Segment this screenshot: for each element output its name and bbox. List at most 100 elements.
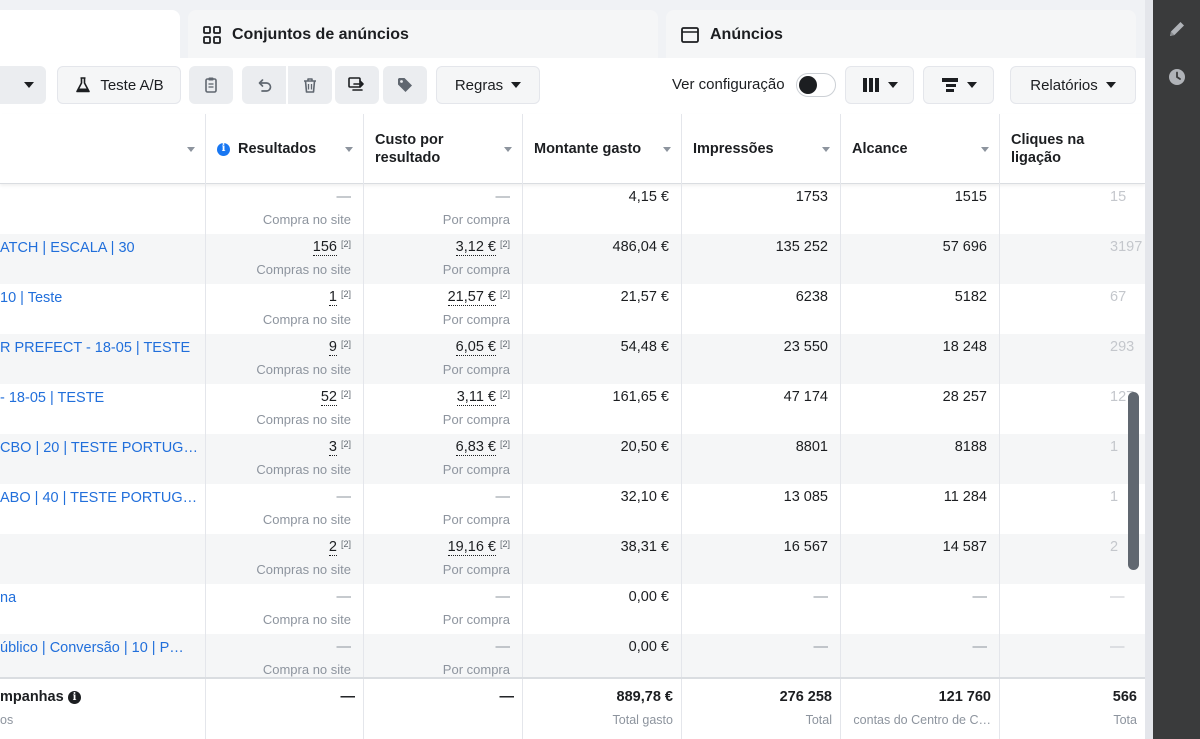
info-icon[interactable]: i (68, 691, 81, 704)
table-row[interactable]: 2 [2] Compras no site 19,16 € [2] Por compra 3… (0, 534, 1145, 584)
row-cpr-value[interactable]: 3,12 € [2] (455, 239, 510, 256)
row-name-cell (0, 184, 206, 234)
row-results-value[interactable]: 9 [2] (328, 339, 351, 356)
row-reach-value: 57 696 (942, 239, 987, 255)
row-results-value[interactable]: 52 [2] (320, 389, 351, 406)
row-name-link[interactable]: CBO | 20 | TESTE PORTUG… (0, 440, 198, 456)
row-reach-value: 8188 (954, 439, 987, 455)
row-cpr-sub: Por compra (442, 462, 510, 477)
breakdown-dropdown-button[interactable] (923, 66, 994, 104)
row-results-value[interactable]: 3 [2] (328, 439, 351, 456)
row-cpr-value: — (495, 489, 511, 505)
toolbar: Teste A/B (0, 58, 1145, 114)
column-header-amount-spent[interactable]: Montante gasto (523, 114, 682, 184)
row-reach-value: 1515 (954, 189, 987, 205)
table-row[interactable]: úblico | Conversão | 10 | P… — Compra no s… (0, 634, 1145, 684)
row-impressions-value: 6238 (795, 289, 828, 305)
row-clicks-cell: — (1000, 634, 1145, 684)
row-cpr-cell: 19,16 € [2] Por compra (364, 534, 523, 584)
row-spent-cell: 0,00 € (523, 634, 682, 684)
table-row[interactable]: ATCH | ESCALA | 30 156 [2] Compras no site 3… (0, 234, 1145, 284)
table-row[interactable]: - 18-05 | TESTE 52 [2] Compras no site 3,11 … (0, 384, 1145, 434)
table-row[interactable]: 10 | Teste 1 [2] Compra no site 21,57 € [2] Po… (0, 284, 1145, 334)
rules-dropdown-button[interactable]: Regras (436, 66, 540, 104)
info-icon[interactable]: i (217, 142, 230, 156)
row-results-sub: Compra no site (262, 612, 351, 627)
duplicate-icon (348, 77, 364, 91)
row-reach-value: — (972, 639, 988, 655)
row-results-value[interactable]: 2 [2] (328, 539, 351, 556)
column-header-reach[interactable]: Alcance (841, 114, 1000, 184)
row-name-link[interactable]: na (0, 590, 17, 606)
clock-icon[interactable] (1166, 66, 1188, 88)
clipboard-button[interactable] (189, 66, 233, 104)
column-header-cost-per-result[interactable]: Custo por resultado (364, 114, 523, 184)
sort-icon (187, 147, 195, 152)
trash-icon (304, 78, 316, 93)
table-row[interactable]: CBO | 20 | TESTE PORTUG… 3 [2] Compras no s… (0, 434, 1145, 484)
tab-campaigns[interactable] (0, 10, 180, 60)
tag-button[interactable] (383, 66, 427, 104)
row-cpr-cell: — Por compra (364, 634, 523, 684)
ab-test-label: Teste A/B (100, 76, 164, 94)
attribution-note: [2] (499, 539, 510, 549)
column-header-results[interactable]: i Resultados (206, 114, 364, 184)
columns-dropdown-button[interactable] (845, 66, 914, 104)
attribution-note: [2] (499, 439, 510, 449)
reports-label: Relatórios (1030, 76, 1098, 94)
row-name-link[interactable]: úblico | Conversão | 10 | P… (0, 640, 184, 656)
tab-ads[interactable]: Anúncios (666, 10, 1136, 60)
row-spent-cell: 486,04 € (523, 234, 682, 284)
table-row[interactable]: ABO | 40 | TESTE PORTUG… — Compra no site —… (0, 484, 1145, 534)
row-results-value[interactable]: 1 [2] (328, 289, 351, 306)
column-header-results-label: Resultados (238, 141, 317, 157)
row-cpr-value[interactable]: 6,05 € [2] (455, 339, 510, 356)
table-row[interactable]: R PREFECT - 18-05 | TESTE 9 [2] Compras no … (0, 334, 1145, 384)
sort-icon (504, 147, 512, 152)
row-cpr-cell: 3,11 € [2] Por compra (364, 384, 523, 434)
totals-results: — (206, 679, 364, 739)
duplicate-button[interactable] (335, 66, 379, 104)
row-cpr-value[interactable]: 3,11 € [2] (456, 389, 510, 406)
row-name-link[interactable]: ABO | 40 | TESTE PORTUG… (0, 490, 198, 506)
row-cpr-value[interactable]: 6,83 € [2] (455, 439, 510, 456)
row-impressions-cell: — (682, 634, 841, 684)
column-header-link-clicks[interactable]: Cliques na ligação (1000, 114, 1145, 184)
row-impressions-cell: 6238 (682, 284, 841, 334)
row-clicks-value: 15 (1110, 189, 1127, 205)
attribution-note: [2] (499, 289, 510, 299)
table-row[interactable]: — Compra no site — Por compra 4,15 €1753 1515… (0, 184, 1145, 234)
view-config-toggle[interactable] (796, 73, 836, 97)
row-cpr-cell: 6,83 € [2] Por compra (364, 434, 523, 484)
tab-adsets[interactable]: Conjuntos de anúncios (188, 10, 658, 60)
row-reach-cell: 18 248 (841, 334, 1000, 384)
totals-clicks-value: 566 (1112, 689, 1137, 705)
row-spent-value: 38,31 € (620, 539, 669, 555)
row-name-link[interactable]: - 18-05 | TESTE (0, 390, 105, 406)
table-row[interactable]: na — Compra no site — Por compra 0,00 € — — — (0, 584, 1145, 634)
delete-button[interactable] (288, 66, 332, 104)
column-header-impressions[interactable]: Impressões (682, 114, 841, 184)
row-cpr-value[interactable]: 21,57 € [2] (447, 289, 510, 306)
row-cpr-sub: Por compra (442, 612, 510, 627)
row-reach-value: 18 248 (942, 339, 987, 355)
reports-dropdown-button[interactable]: Relatórios (1010, 66, 1136, 104)
column-header-name[interactable] (0, 114, 206, 184)
ab-test-button[interactable]: Teste A/B (57, 66, 181, 104)
row-spent-cell: 0,00 € (523, 584, 682, 634)
row-reach-value: 28 257 (942, 389, 987, 405)
row-name-link[interactable]: ATCH | ESCALA | 30 (0, 240, 135, 256)
totals-impressions: 276 258 Total (682, 679, 841, 739)
side-rail (1153, 0, 1200, 739)
undo-button[interactable] (242, 66, 286, 104)
row-cpr-value[interactable]: 19,16 € [2] (447, 539, 510, 556)
level-tabs: Conjuntos de anúncios Anúncios (0, 0, 1150, 60)
row-results-value[interactable]: 156 [2] (312, 239, 351, 256)
row-clicks-value: 1 (1110, 489, 1119, 505)
vertical-scrollbar[interactable] (1128, 392, 1139, 570)
row-name-link[interactable]: R PREFECT - 18-05 | TESTE (0, 340, 191, 356)
row-name-link[interactable]: 10 | Teste (0, 290, 63, 306)
row-results-sub: Compras no site (256, 362, 351, 377)
create-dropdown-button[interactable] (0, 66, 46, 104)
pencil-icon[interactable] (1166, 18, 1188, 40)
